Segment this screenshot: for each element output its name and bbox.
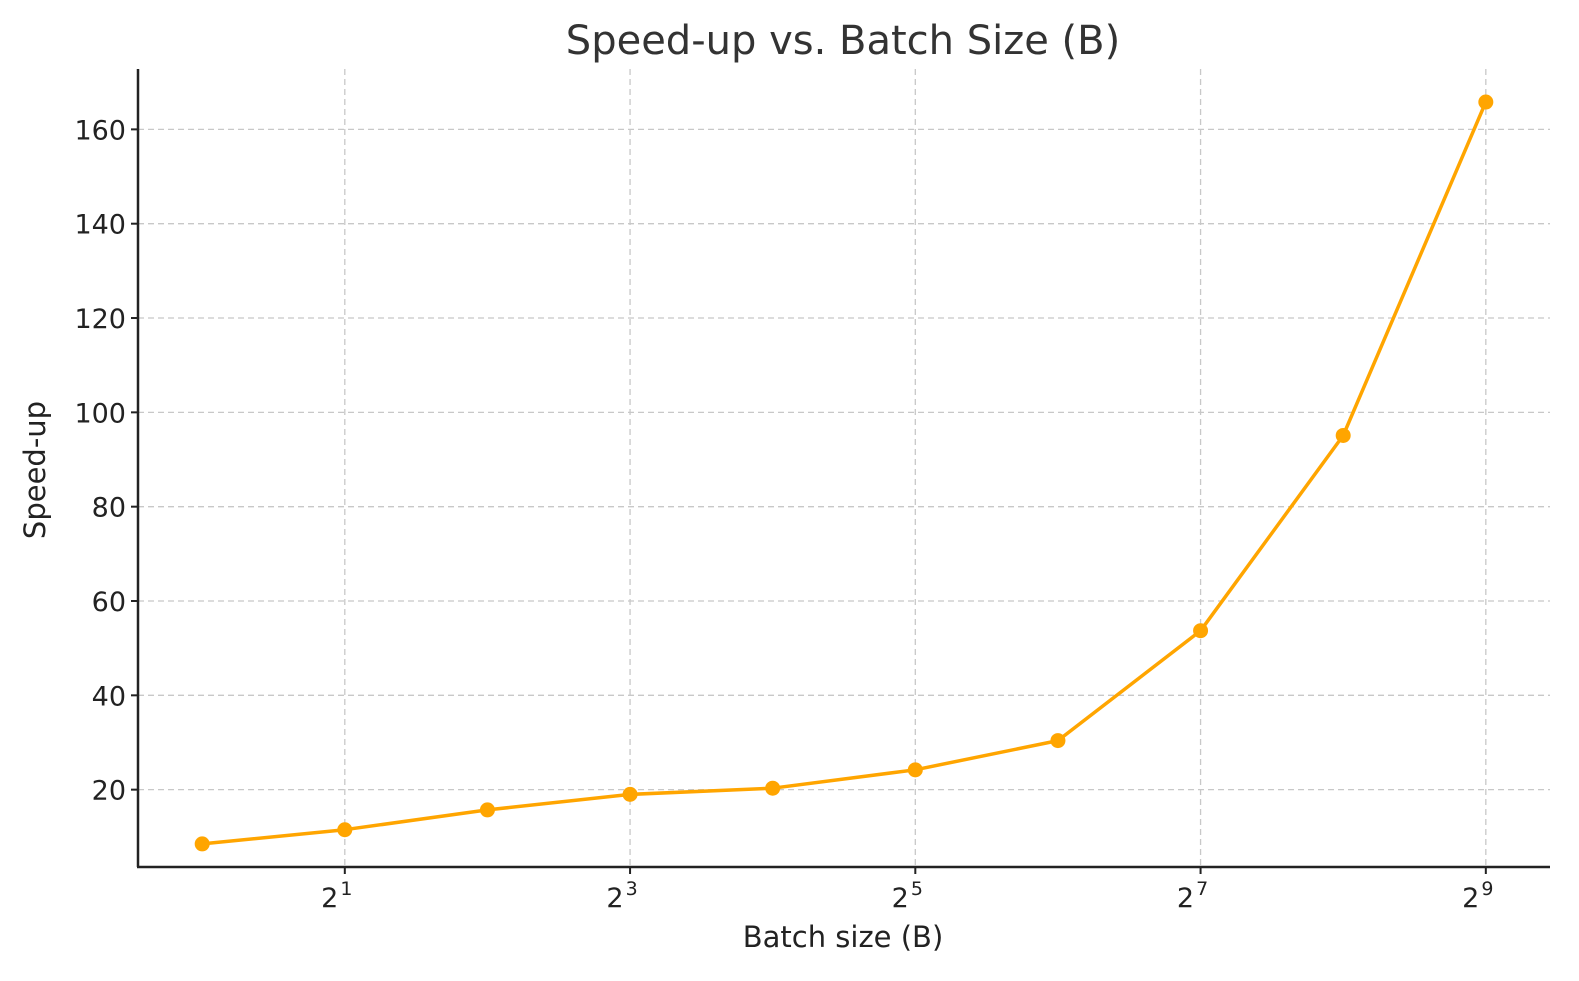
data-point bbox=[1478, 94, 1494, 110]
data-point bbox=[194, 836, 210, 852]
y-tick-label: 100 bbox=[74, 398, 126, 429]
chart-title: Speed-up vs. Batch Size (B) bbox=[566, 18, 1120, 64]
data-point bbox=[479, 802, 495, 818]
x-axis-label: Batch size (B) bbox=[743, 920, 944, 954]
y-tick-labels: 20 40 60 80 100 120 140 160 bbox=[74, 115, 138, 807]
y-tick-label: 140 bbox=[74, 210, 126, 241]
speedup-series bbox=[194, 94, 1494, 852]
x-tick-base: 2 bbox=[1462, 883, 1479, 914]
y-tick-label: 120 bbox=[74, 304, 126, 335]
data-point bbox=[337, 822, 353, 838]
data-point bbox=[1050, 733, 1066, 749]
x-tick-exponent: 5 bbox=[911, 878, 923, 900]
y-tick-label: 40 bbox=[92, 681, 126, 712]
x-tick-exponent: 3 bbox=[626, 878, 638, 900]
data-point bbox=[622, 786, 638, 802]
x-tick-exponent: 9 bbox=[1481, 878, 1493, 900]
x-tick-base: 2 bbox=[1177, 883, 1194, 914]
x-tick-exponent: 1 bbox=[340, 878, 352, 900]
x-tick-base: 2 bbox=[321, 883, 338, 914]
x-tick-base: 2 bbox=[606, 883, 623, 914]
data-point bbox=[1335, 427, 1351, 443]
y-tick-label: 60 bbox=[92, 587, 126, 618]
data-point bbox=[1193, 623, 1209, 639]
x-tick-base: 2 bbox=[892, 883, 909, 914]
y-axis-label: Speed-up bbox=[18, 401, 52, 539]
x-tick-exponent: 7 bbox=[1196, 878, 1208, 900]
data-point bbox=[907, 762, 923, 778]
data-point bbox=[765, 780, 781, 796]
y-tick-label: 80 bbox=[92, 493, 126, 524]
series-line bbox=[202, 101, 1488, 846]
y-tick-label: 160 bbox=[74, 115, 126, 146]
y-tick-label: 20 bbox=[92, 776, 126, 807]
gridlines bbox=[138, 69, 1550, 867]
axes bbox=[136, 69, 1550, 869]
